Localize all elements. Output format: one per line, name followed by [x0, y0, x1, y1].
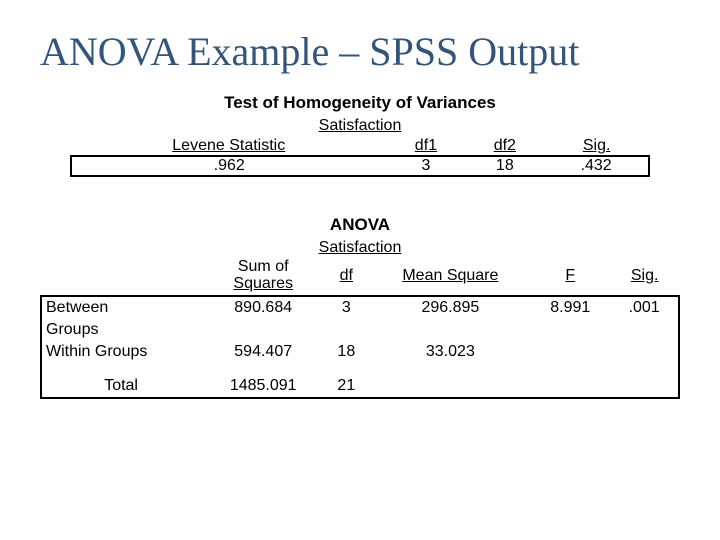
anova-table: Sum of Squares df Mean Square F Sig. Bet…: [40, 257, 680, 399]
levene-val-df2: 18: [465, 156, 544, 176]
anova-cell-sig: [610, 341, 679, 363]
table-row: Between 890.684 3 296.895 8.991 .001: [41, 296, 679, 319]
anova-col-f: F: [530, 257, 610, 296]
levene-table: Levene Statistic df1 df2 Sig. .962 3 18 …: [70, 137, 650, 177]
levene-heading: Test of Homogeneity of Variances: [40, 93, 680, 113]
anova-subtitle: Satisfaction: [40, 239, 680, 257]
anova-col-ms: Mean Square: [370, 257, 530, 296]
anova-cell-ss: 594.407: [204, 341, 322, 363]
anova-row-within: Within Groups: [41, 341, 204, 363]
levene-val-stat: .962: [71, 156, 386, 176]
anova-cell-ms: 296.895: [370, 296, 530, 319]
levene-val-sig: .432: [544, 156, 649, 176]
levene-subtitle: Satisfaction: [40, 117, 680, 135]
levene-col-stat: Levene Statistic: [71, 137, 386, 156]
table-row: Within Groups 594.407 18 33.023: [41, 341, 679, 363]
anova-cell-sig: .001: [610, 296, 679, 319]
levene-col-df1: df1: [386, 137, 465, 156]
anova-heading: ANOVA: [40, 215, 680, 235]
anova-cell-ms: 33.023: [370, 341, 530, 363]
anova-cell-f: 8.991: [530, 296, 610, 319]
table-row: Total 1485.091 21: [41, 375, 679, 398]
anova-row-total: Total: [41, 375, 204, 398]
anova-cell-ms: [370, 375, 530, 398]
anova-cell-f: [530, 375, 610, 398]
table-row: Groups: [41, 319, 679, 341]
page-title: ANOVA Example – SPSS Output: [40, 28, 680, 75]
levene-val-df1: 3: [386, 156, 465, 176]
anova-cell-df: 3: [322, 296, 370, 319]
anova-cell-f: [530, 341, 610, 363]
anova-col-sig: Sig.: [610, 257, 679, 296]
anova-cell-df: 21: [322, 375, 370, 398]
levene-row: .962 3 18 .432: [71, 156, 649, 176]
levene-col-sig: Sig.: [544, 137, 649, 156]
table-row: [41, 363, 679, 375]
anova-cell-ss: 1485.091: [204, 375, 322, 398]
anova-row-between-l2: Groups: [41, 319, 204, 341]
anova-col-blank: [41, 257, 204, 296]
anova-row-between-l1: Between: [41, 296, 204, 319]
anova-cell-sig: [610, 375, 679, 398]
anova-col-df: df: [322, 257, 370, 296]
anova-col-ss: Sum of Squares: [204, 257, 322, 296]
levene-col-df2: df2: [465, 137, 544, 156]
anova-cell-ss: 890.684: [204, 296, 322, 319]
anova-cell-df: 18: [322, 341, 370, 363]
